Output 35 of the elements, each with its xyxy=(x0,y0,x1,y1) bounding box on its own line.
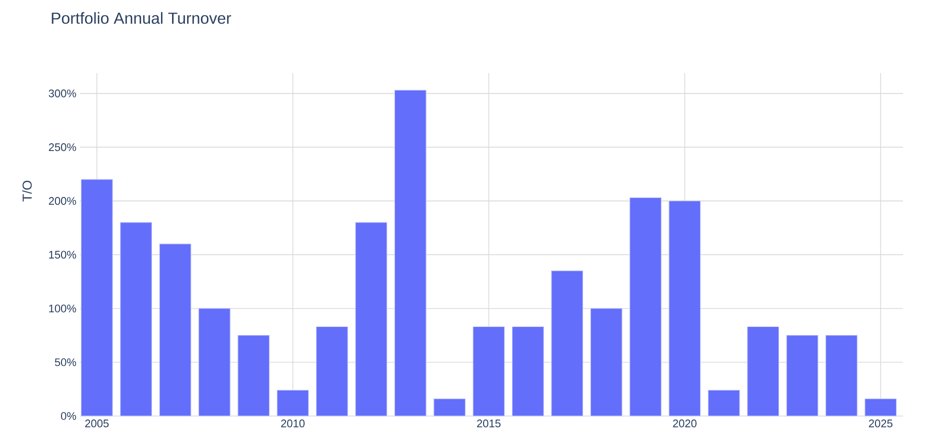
x-tick-label: 2020 xyxy=(673,420,696,428)
x-tick-label: 2015 xyxy=(477,420,501,428)
y-tick-label: 300% xyxy=(48,90,76,98)
bar xyxy=(472,326,505,416)
bar xyxy=(630,197,662,416)
bar xyxy=(394,90,426,416)
bar xyxy=(590,308,622,416)
x-tick-label: 2010 xyxy=(281,420,305,428)
bar xyxy=(316,326,348,416)
bar xyxy=(551,270,584,416)
bar xyxy=(747,326,780,416)
bar xyxy=(238,335,270,416)
bar xyxy=(80,179,113,416)
bar xyxy=(786,335,818,416)
bar xyxy=(434,398,466,416)
chart-title: Portfolio Annual Turnover xyxy=(52,12,232,24)
y-tick-label: 50% xyxy=(54,358,76,366)
bar xyxy=(120,222,152,416)
bar xyxy=(355,222,388,416)
bar xyxy=(825,335,858,416)
y-tick-label: 200% xyxy=(48,197,76,205)
y-tick-label: 250% xyxy=(48,143,76,152)
y-tick-label: 0% xyxy=(61,412,76,420)
bar xyxy=(159,244,192,416)
x-tick-label: 2005 xyxy=(85,420,109,428)
bar xyxy=(512,326,544,416)
y-tick-label: 150% xyxy=(49,250,76,259)
y-tick-label: 100% xyxy=(49,304,76,312)
bar xyxy=(198,308,230,416)
y-axis-title: T/O xyxy=(22,180,32,202)
bar xyxy=(708,390,740,416)
bar xyxy=(276,390,309,416)
x-tick-label: 2025 xyxy=(868,420,892,428)
bar xyxy=(864,398,897,416)
bar xyxy=(668,200,701,416)
